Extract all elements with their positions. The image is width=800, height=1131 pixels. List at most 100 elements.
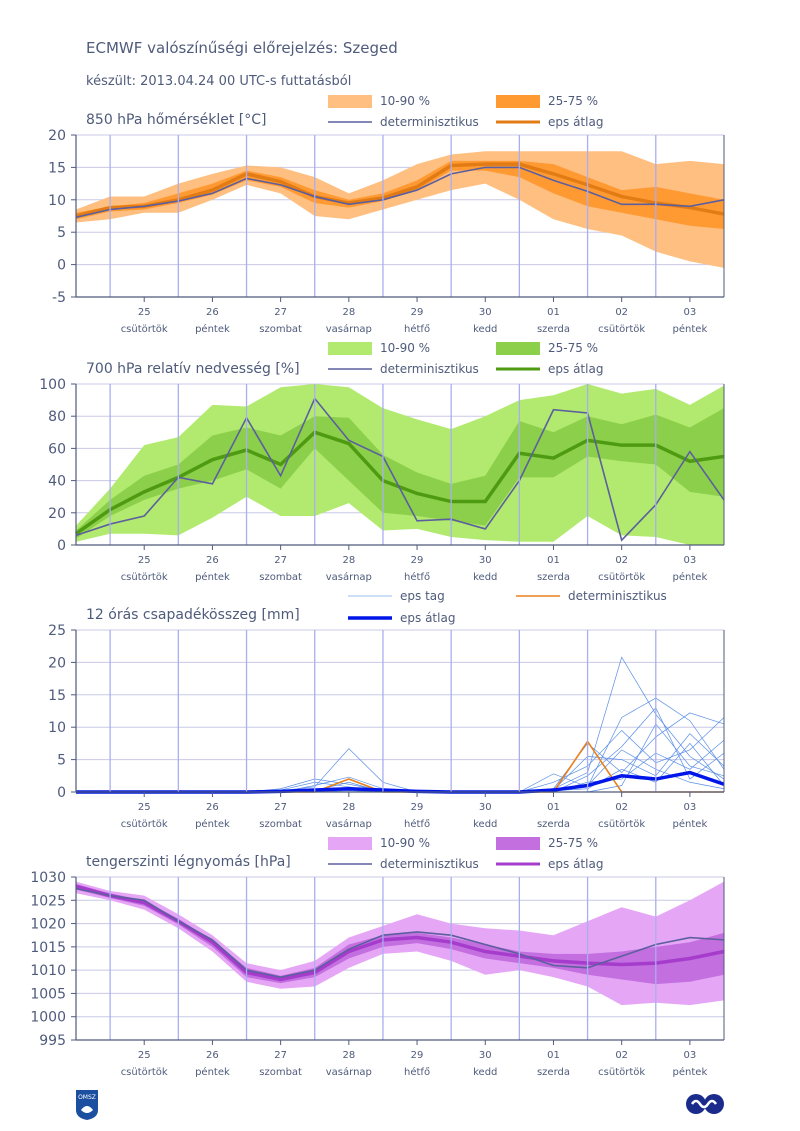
band-25-75	[76, 883, 724, 985]
x-tick-label-weekday: csütörtök	[121, 1067, 168, 1078]
x-tick-label-day: 28	[342, 307, 355, 318]
y-tick-label: 15	[48, 688, 66, 704]
panel-title: tengerszinti légnyomás [hPa]	[86, 854, 291, 870]
x-tick-label-day: 01	[547, 1050, 560, 1061]
panel-2: 10-90 % 25-75 % determinisztikus eps átlag 7…	[39, 341, 725, 583]
x-tick-label-day: 30	[479, 555, 492, 566]
x-tick-label-weekday: szerda	[537, 572, 570, 583]
x-tick-label-weekday: szombat	[259, 324, 302, 335]
x-tick-label-weekday: péntek	[195, 818, 230, 830]
x-tick-label-weekday: szerda	[537, 819, 570, 830]
legend-outer-band-label: 10-90 %	[380, 836, 430, 850]
x-tick-label-day: 26	[206, 1050, 219, 1061]
x-tick-label-weekday: péntek	[673, 1066, 708, 1078]
legend-mean-label: eps átlag	[548, 115, 603, 129]
legend-mean-label: eps átlag	[548, 362, 603, 376]
x-tick-label-day: 02	[615, 555, 628, 566]
x-tick-label-day: 02	[615, 1050, 628, 1061]
x-tick-label-weekday: szerda	[537, 324, 570, 335]
eps-member-line	[76, 656, 725, 793]
x-tick-label-day: 25	[138, 555, 151, 566]
legend-inner-band-label: 25-75 %	[548, 836, 598, 850]
panel-1-legend: 10-90 % 25-75 % determinisztikus eps átlag	[328, 94, 603, 129]
legend-inner-band-swatch	[496, 837, 540, 850]
legend-inner-band-swatch	[496, 342, 540, 355]
legend-inner-band-swatch	[496, 95, 540, 108]
deterministic-line	[75, 887, 725, 978]
panel-title: 12 órás csapadékösszeg [mm]	[86, 607, 300, 623]
x-tick-label-weekday: vasárnap	[326, 323, 372, 335]
eps-member-line	[76, 707, 725, 793]
x-tick-label-weekday: hétfő	[404, 1066, 430, 1078]
eps-member-line	[76, 733, 725, 793]
chart-panels: 10-90 % 25-75 % determinisztikus eps átlag 8…	[30, 94, 725, 1078]
x-tick-label-weekday: kedd	[473, 1067, 497, 1078]
x-tick-label-weekday: hétfő	[404, 571, 430, 583]
x-tick-label-weekday: péntek	[195, 571, 230, 583]
x-tick-label-day: 30	[479, 802, 492, 813]
legend-deterministic-label: determinisztikus	[568, 589, 667, 603]
y-tick-label: 1010	[30, 963, 66, 979]
x-tick-label-weekday: vasárnap	[326, 818, 372, 830]
figure-title: ECMWF valószínűségi előrejelzés: Szeged	[86, 39, 398, 57]
omsz-logo: OMSZ	[76, 1090, 98, 1120]
x-tick-label-day: 03	[684, 802, 697, 813]
x-tick-label-day: 01	[547, 802, 560, 813]
deterministic-line	[75, 396, 725, 542]
x-tick-label-weekday: szerda	[537, 1067, 570, 1078]
y-tick-label: 995	[39, 1033, 66, 1049]
legend-mean-label: eps átlag	[400, 611, 455, 625]
legend-inner-band-label: 25-75 %	[548, 94, 598, 108]
x-tick-label-weekday: hétfő	[404, 323, 430, 335]
eps-mean-line	[75, 162, 725, 218]
x-tick-label-weekday: csütörtök	[598, 819, 645, 830]
ecmwf-logo	[686, 1094, 724, 1114]
x-tick-label-weekday: csütörtök	[598, 324, 645, 335]
x-tick-label-weekday: szombat	[259, 1067, 302, 1078]
y-tick-label: 0	[57, 258, 66, 274]
legend-member-label: eps tag	[400, 589, 445, 603]
eps-member-line	[76, 717, 725, 793]
x-tick-label-day: 03	[684, 555, 697, 566]
x-tick-label-day: 29	[411, 1050, 424, 1061]
y-tick-label: 20	[48, 506, 66, 522]
y-tick-label: 1015	[30, 940, 66, 956]
x-tick-label-day: 25	[138, 307, 151, 318]
panel-title: 850 hPa hőmérséklet [°C]	[86, 112, 267, 128]
y-tick-label: 20	[48, 655, 66, 671]
y-tick-label: 100	[39, 377, 66, 393]
y-tick-label: 1005	[30, 986, 66, 1002]
x-tick-label-weekday: szombat	[259, 572, 302, 583]
x-tick-label-day: 26	[206, 307, 219, 318]
x-tick-label-weekday: csütörtök	[121, 819, 168, 830]
legend-deterministic-label: determinisztikus	[380, 362, 479, 376]
y-tick-label: 60	[48, 441, 66, 457]
y-tick-label: 10	[48, 193, 66, 209]
x-tick-label-day: 27	[274, 307, 287, 318]
x-tick-label-day: 26	[206, 802, 219, 813]
panel-4: 10-90 % 25-75 % determinisztikus eps átlag t…	[30, 836, 725, 1078]
x-tick-label-day: 03	[684, 1050, 697, 1061]
legend-outer-band-swatch	[328, 837, 372, 850]
x-tick-label-day: 27	[274, 555, 287, 566]
x-tick-label-day: 29	[411, 307, 424, 318]
x-tick-label-day: 29	[411, 802, 424, 813]
y-tick-label: 0	[57, 785, 66, 801]
x-tick-label-day: 25	[138, 1050, 151, 1061]
panel-3-legend: eps tag determinisztikus eps átlag	[348, 589, 667, 625]
y-tick-label: 20	[48, 128, 66, 144]
x-tick-label-day: 30	[479, 1050, 492, 1061]
legend-deterministic-label: determinisztikus	[380, 115, 479, 129]
x-tick-label-weekday: péntek	[195, 1066, 230, 1078]
y-tick-label: 0	[57, 538, 66, 554]
x-tick-label-day: 28	[342, 555, 355, 566]
eps-member-line	[76, 723, 725, 793]
y-tick-label: 15	[48, 160, 66, 176]
panel-3: eps tag determinisztikus eps átlag 12 órás …	[48, 589, 725, 830]
legend-outer-band-label: 10-90 %	[380, 94, 430, 108]
legend-deterministic-label: determinisztikus	[380, 857, 479, 871]
x-tick-label-weekday: csütörtök	[598, 572, 645, 583]
x-tick-label-day: 01	[547, 307, 560, 318]
x-tick-label-day: 29	[411, 555, 424, 566]
